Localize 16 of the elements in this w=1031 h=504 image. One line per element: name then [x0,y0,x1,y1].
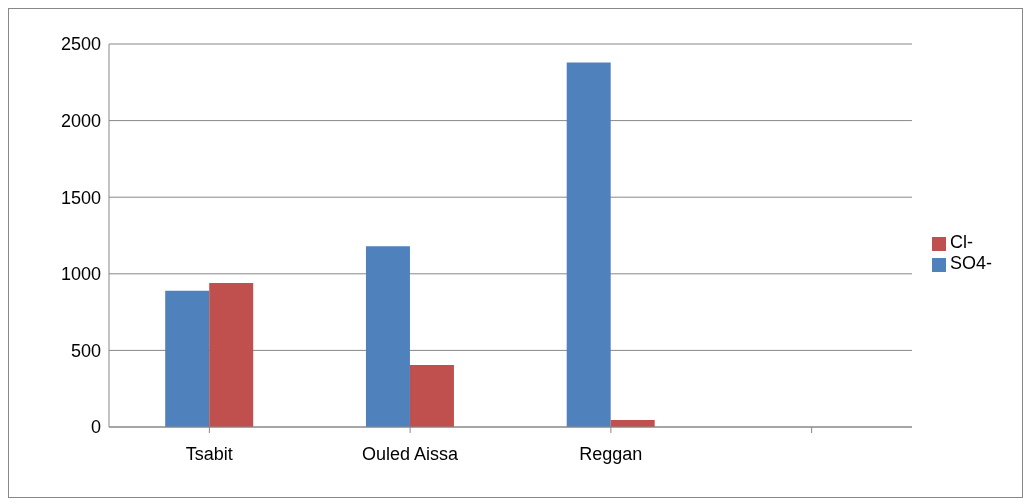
y-tick-label: 2000 [60,110,101,131]
legend-label: SO4- [949,253,992,273]
y-tick-label: 1000 [60,264,101,285]
y-tick-label: 2500 [60,34,101,55]
bar [409,364,454,427]
x-tick-label: Tsabit [185,443,233,464]
bar [566,62,611,427]
y-tick-label: 500 [70,340,101,361]
bar [365,246,410,427]
y-tick-label: 0 [90,417,101,438]
bar [209,282,254,427]
bar [165,290,210,427]
x-tick-label: Reggan [579,443,643,464]
x-tick-label: Ouled Aissa [362,443,460,464]
y-tick-label: 1500 [60,187,101,208]
legend-label: Cl- [949,232,973,252]
